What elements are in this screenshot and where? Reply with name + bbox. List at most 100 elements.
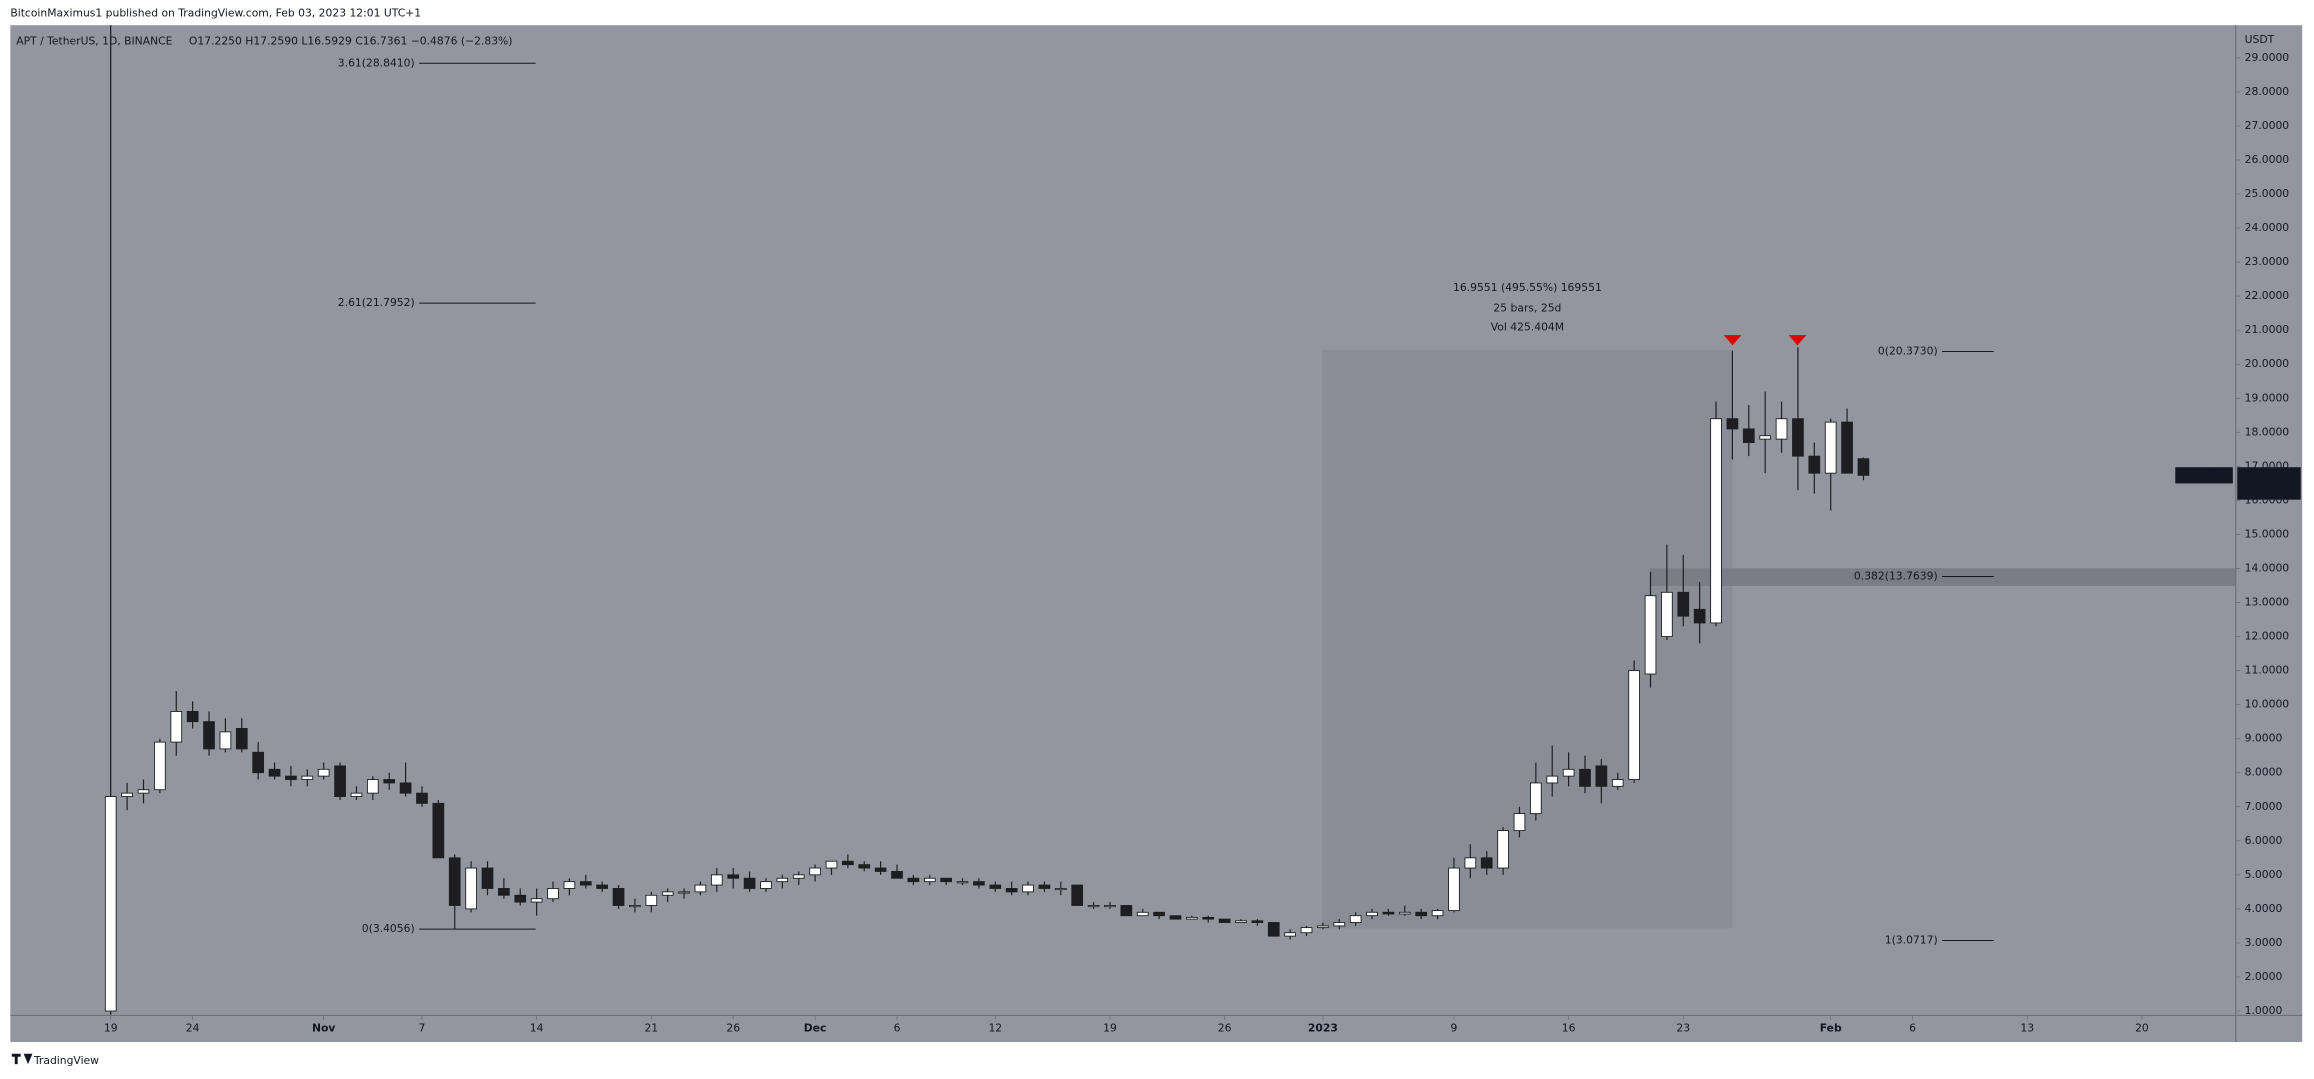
y-tick-label: 28.0000 — [2245, 85, 2290, 98]
fib-label: 0.382(13.7639) — [1854, 570, 1938, 583]
candle-body — [1054, 888, 1067, 891]
candle-body — [1841, 421, 1853, 474]
measure-label: 16.9551 (495.55%) 169551 — [1453, 281, 1602, 294]
publisher: BitcoinMaximus1 published on TradingView… — [10, 6, 421, 19]
candle-body — [252, 751, 265, 774]
candle-body — [1775, 418, 1788, 440]
x-tick-label: 6 — [894, 1022, 901, 1035]
footer-logo[interactable]: TradingView — [11, 1053, 99, 1067]
fib-label: 2.61(21.7952) — [338, 296, 415, 309]
x-tick-label: 26 — [726, 1022, 740, 1035]
candle-body — [317, 768, 330, 777]
x-tick-label: 21 — [644, 1022, 658, 1035]
y-tick-label: 1.0000 — [2245, 1004, 2283, 1017]
candle-body — [825, 860, 838, 869]
candle-body — [1071, 884, 1084, 906]
candle-body — [956, 881, 969, 884]
candle-body — [710, 874, 723, 886]
candle-body — [1661, 591, 1673, 638]
candle-body — [1693, 608, 1706, 624]
candle-body — [448, 857, 461, 906]
candle-body — [1529, 782, 1542, 815]
candle-body — [1169, 915, 1182, 920]
y-tick-label: 2.0000 — [2245, 970, 2283, 983]
symbol-tag-bg — [2175, 467, 2233, 484]
candle-body — [1251, 920, 1264, 923]
symbol-title[interactable]: APT / TetherUS, 1D, BINANCE — [16, 34, 172, 47]
fib-label: 0(3.4056) — [362, 922, 415, 935]
candle-body — [1824, 421, 1837, 474]
x-tick-label: 14 — [530, 1022, 544, 1035]
candle-body — [1431, 910, 1444, 917]
candle-body — [235, 728, 248, 750]
candle-body — [973, 881, 985, 886]
measure-box — [1322, 349, 1733, 929]
candle-body — [1022, 884, 1034, 893]
candle-body — [1349, 915, 1362, 923]
x-tick-label: 19 — [1103, 1022, 1117, 1035]
candle-body — [743, 877, 756, 889]
candle-body — [1038, 884, 1051, 889]
ohlc-header: O17.2250 H17.2590 L16.5929 C16.7361 −0.4… — [189, 34, 513, 47]
logo-icon — [11, 1053, 33, 1065]
y-tick-label: 22.0000 — [2245, 289, 2290, 302]
fib-label: 1(3.0717) — [1885, 933, 1938, 946]
candle-body — [465, 867, 477, 910]
countdown: 12:58:57 — [2243, 485, 2291, 498]
candle-body — [219, 731, 232, 750]
x-tick-label: 2023 — [1308, 1022, 1338, 1035]
y-tick-label: 10.0000 — [2245, 698, 2290, 711]
candle-body — [1644, 595, 1657, 675]
x-tick-label: 9 — [1451, 1022, 1458, 1035]
candle-body — [104, 796, 117, 1012]
candle-body — [1759, 435, 1772, 440]
candle-body — [170, 711, 183, 743]
candle-body — [1808, 455, 1821, 474]
candle-body — [1235, 920, 1247, 923]
y-tick-label: 8.0000 — [2245, 766, 2283, 779]
y-tick-label: 7.0000 — [2245, 800, 2283, 813]
price-tag: 16.7361 — [2243, 468, 2288, 481]
candle-body — [514, 894, 527, 903]
candle-body — [596, 884, 609, 889]
candle-body — [121, 792, 133, 797]
candle-body — [334, 765, 346, 797]
candle-body — [1579, 768, 1591, 787]
y-tick-label: 26.0000 — [2245, 153, 2290, 166]
y-tick-label: 9.0000 — [2245, 732, 2283, 745]
candle-body — [579, 881, 592, 886]
candle-body — [1726, 418, 1739, 430]
candle-body — [203, 721, 215, 750]
x-tick-label: 24 — [186, 1022, 200, 1035]
y-tick-label: 6.0000 — [2245, 834, 2283, 847]
y-tick-label: 20.0000 — [2245, 357, 2290, 370]
candle-body — [154, 741, 166, 791]
y-tick-label: 19.0000 — [2245, 391, 2290, 404]
x-tick-label: 23 — [1676, 1022, 1690, 1035]
chart-bg — [10, 25, 2303, 1042]
candle-body — [1398, 911, 1411, 915]
candle-body — [530, 898, 543, 903]
candle-body — [1153, 911, 1165, 917]
symbol-tag: APTUSDT — [2179, 468, 2229, 481]
candle-body — [498, 888, 510, 896]
candle-body — [727, 874, 740, 879]
candle-body — [776, 877, 789, 883]
candle-body — [137, 789, 150, 794]
x-tick-label: 12 — [988, 1022, 1002, 1035]
candle-body — [1628, 670, 1640, 780]
fib-label: 0(20.3730) — [1878, 345, 1938, 358]
candle-body — [1742, 428, 1755, 443]
candle-body — [1546, 775, 1559, 784]
candle-body — [1284, 932, 1296, 937]
candle-body — [547, 888, 559, 900]
candle-body — [907, 877, 920, 883]
x-tick-label: 16 — [1562, 1022, 1576, 1035]
candle-body — [563, 881, 576, 889]
measure-label: 25 bars, 25d — [1493, 302, 1561, 315]
candle-body — [1005, 888, 1018, 893]
candle-body — [1333, 922, 1346, 927]
candle-body — [645, 894, 658, 906]
candle-body — [1104, 905, 1116, 908]
